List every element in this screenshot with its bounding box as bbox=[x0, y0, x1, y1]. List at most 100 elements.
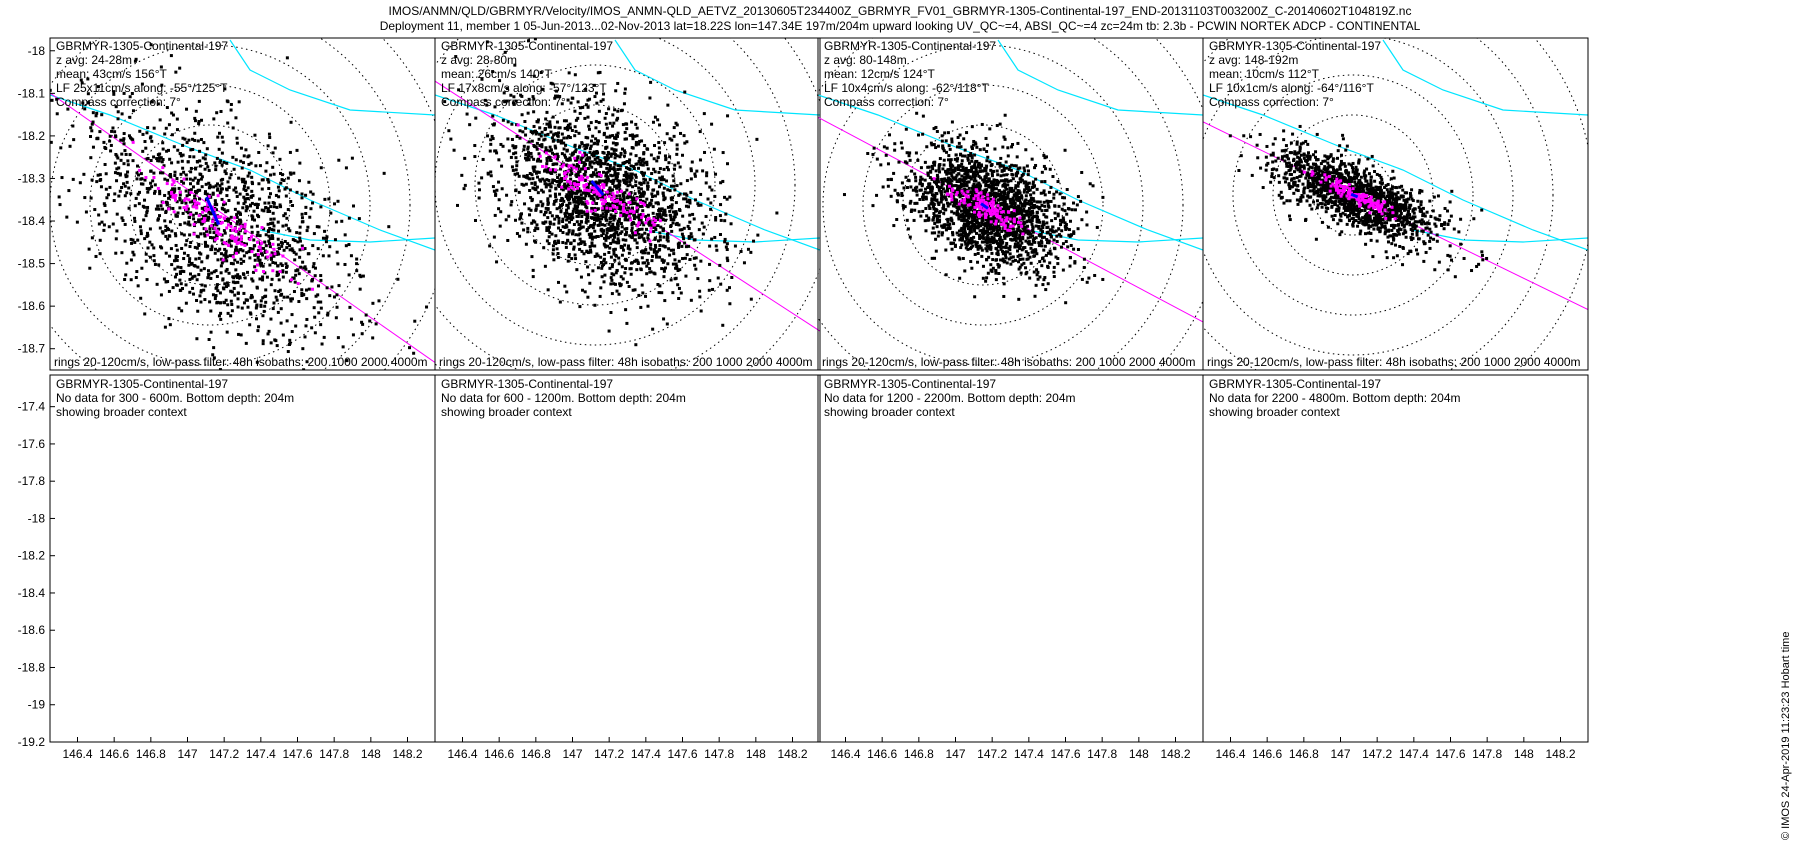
velocity-point bbox=[694, 267, 698, 271]
velocity-point bbox=[944, 139, 948, 143]
velocity-point bbox=[138, 129, 142, 133]
velocity-point bbox=[637, 213, 641, 217]
velocity-point bbox=[122, 132, 126, 136]
velocity-point bbox=[217, 314, 221, 318]
velocity-point bbox=[149, 43, 153, 47]
velocity-point bbox=[208, 227, 212, 231]
velocity-point bbox=[1020, 241, 1024, 245]
velocity-point bbox=[590, 165, 594, 169]
velocity-point bbox=[181, 166, 185, 170]
velocity-point bbox=[1016, 249, 1020, 253]
velocity-point bbox=[180, 201, 184, 205]
velocity-point bbox=[576, 100, 580, 104]
velocity-point bbox=[584, 135, 588, 139]
velocity-point bbox=[574, 129, 578, 133]
velocity-point bbox=[1017, 195, 1021, 199]
velocity-point bbox=[173, 232, 177, 236]
velocity-point bbox=[574, 195, 578, 199]
velocity-point bbox=[242, 241, 246, 245]
velocity-point bbox=[568, 220, 572, 224]
velocity-point bbox=[218, 247, 222, 251]
velocity-point bbox=[560, 132, 564, 136]
velocity-point bbox=[586, 185, 590, 189]
velocity-point bbox=[191, 147, 195, 151]
velocity-point bbox=[182, 251, 186, 255]
velocity-point bbox=[927, 204, 931, 208]
velocity-point bbox=[642, 249, 646, 253]
lowpass-point bbox=[172, 210, 176, 214]
lowpass-point bbox=[165, 182, 169, 186]
y-tick-label: -18.1 bbox=[18, 86, 46, 100]
velocity-point bbox=[495, 260, 499, 264]
velocity-point bbox=[205, 205, 209, 209]
velocity-point bbox=[630, 120, 634, 124]
velocity-point bbox=[662, 178, 666, 182]
velocity-point bbox=[582, 161, 586, 165]
velocity-point bbox=[657, 291, 661, 295]
velocity-point bbox=[988, 127, 992, 131]
velocity-point bbox=[681, 257, 685, 261]
velocity-point bbox=[130, 241, 134, 245]
velocity-point bbox=[1027, 188, 1031, 192]
velocity-point bbox=[643, 200, 647, 204]
velocity-point bbox=[942, 149, 946, 153]
compass-correction-text: Compass correction: 7° bbox=[441, 95, 566, 109]
velocity-point bbox=[646, 147, 650, 151]
velocity-point bbox=[189, 241, 193, 245]
velocity-point bbox=[875, 193, 879, 197]
velocity-point bbox=[193, 245, 197, 249]
velocity-point bbox=[590, 237, 594, 241]
lowpass-point bbox=[598, 185, 602, 189]
velocity-point bbox=[231, 155, 235, 159]
velocity-point bbox=[512, 102, 516, 106]
velocity-point bbox=[554, 198, 558, 202]
velocity-point bbox=[447, 129, 451, 133]
velocity-point bbox=[605, 166, 609, 170]
velocity-point bbox=[245, 298, 249, 302]
lowpass-point bbox=[644, 221, 648, 225]
velocity-point bbox=[571, 151, 575, 155]
velocity-point bbox=[574, 233, 578, 237]
velocity-point bbox=[282, 248, 286, 252]
velocity-point bbox=[707, 288, 711, 292]
velocity-point bbox=[1020, 178, 1024, 182]
velocity-point bbox=[689, 190, 693, 194]
velocity-point bbox=[211, 293, 215, 297]
velocity-point bbox=[568, 173, 572, 177]
velocity-point bbox=[639, 305, 643, 309]
velocity-point bbox=[199, 221, 203, 225]
velocity-point bbox=[260, 187, 264, 191]
velocity-point bbox=[646, 261, 650, 265]
velocity-point bbox=[220, 197, 224, 201]
velocity-point bbox=[489, 170, 493, 174]
velocity-point bbox=[556, 252, 560, 256]
velocity-point bbox=[200, 217, 204, 221]
velocity-point bbox=[226, 180, 230, 184]
velocity-point bbox=[565, 173, 569, 177]
velocity-point bbox=[600, 195, 604, 199]
velocity-point bbox=[203, 233, 207, 237]
velocity-point bbox=[193, 220, 197, 224]
velocity-point bbox=[195, 278, 199, 282]
velocity-point bbox=[124, 273, 128, 277]
velocity-point bbox=[926, 165, 930, 169]
velocity-point bbox=[940, 183, 944, 187]
velocity-point bbox=[570, 128, 574, 132]
velocity-point bbox=[148, 227, 152, 231]
velocity-point bbox=[565, 193, 569, 197]
velocity-point bbox=[517, 190, 521, 194]
velocity-point bbox=[983, 166, 987, 170]
velocity-point bbox=[539, 179, 543, 183]
velocity-point bbox=[1026, 236, 1030, 240]
velocity-point bbox=[198, 149, 202, 153]
velocity-point bbox=[291, 276, 295, 280]
velocity-point bbox=[530, 199, 534, 203]
velocity-point bbox=[95, 111, 99, 115]
speed-ring bbox=[89, 84, 331, 326]
velocity-point bbox=[662, 317, 666, 321]
velocity-point bbox=[189, 166, 193, 170]
velocity-point bbox=[585, 213, 589, 217]
lowpass-point bbox=[231, 255, 235, 259]
velocity-point bbox=[624, 215, 628, 219]
velocity-point bbox=[592, 171, 596, 175]
